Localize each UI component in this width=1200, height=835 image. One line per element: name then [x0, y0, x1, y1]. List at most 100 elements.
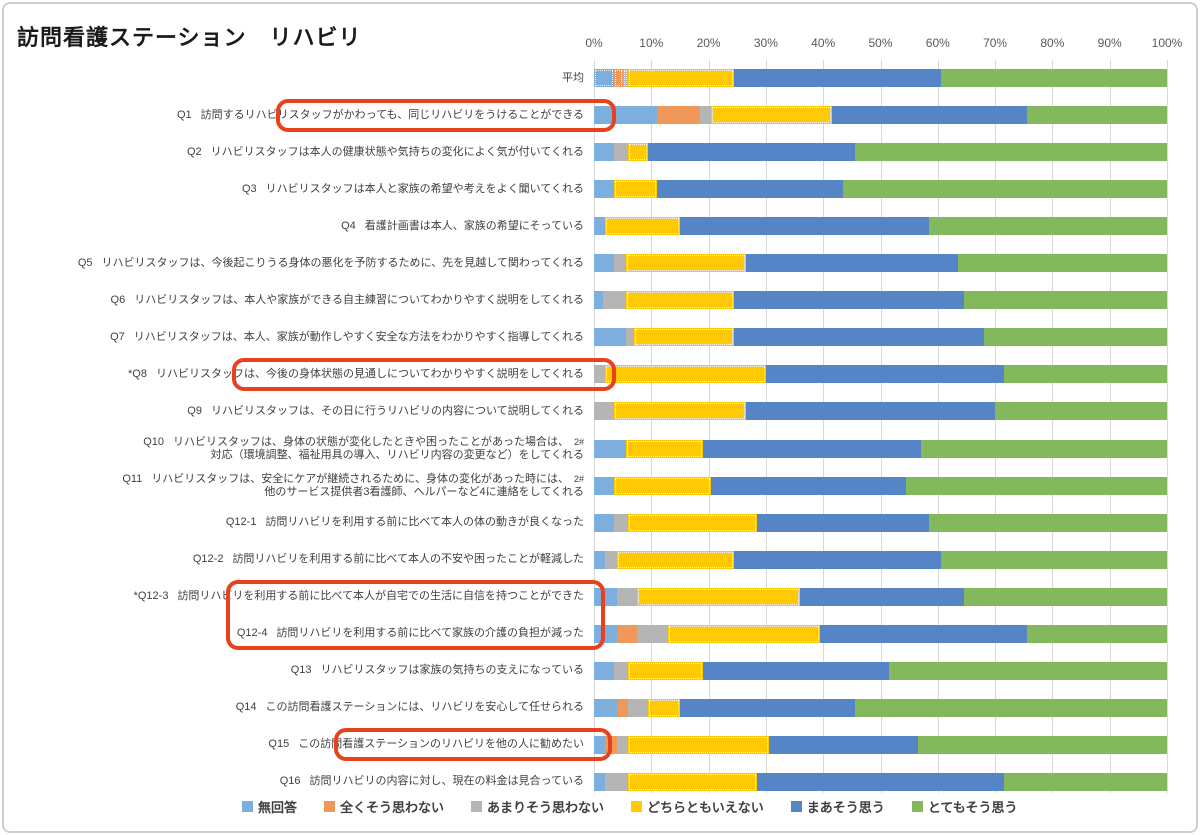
row-label: Q11 リハビリスタッフは、安全にケアが継続されるために、身体の変化があった時には…	[122, 472, 584, 498]
bar-segment	[657, 180, 844, 199]
bar-segment	[605, 365, 766, 384]
bar-segment	[594, 143, 615, 162]
chart-title: 訪問看護ステーション リハビリ	[17, 25, 362, 50]
bar-segment	[702, 439, 921, 458]
bar-segment	[734, 328, 984, 347]
bar-segment	[957, 254, 1167, 273]
x-axis-tick: 50%	[868, 36, 893, 50]
x-axis-tick: 20%	[696, 36, 721, 50]
bar-segment	[625, 328, 635, 347]
highlight-box	[232, 357, 616, 391]
bar-segment	[594, 772, 606, 791]
question-id: *Q12-3	[133, 590, 169, 603]
x-axis-tick: 90%	[1097, 36, 1122, 50]
bar-segment	[625, 254, 746, 273]
question-id: Q13	[290, 664, 312, 677]
gridline	[651, 60, 653, 793]
bar-segment	[616, 698, 629, 717]
row-label: Q4 看護計画書は本人、家族の希望にそっている	[341, 219, 584, 232]
gridline	[823, 60, 825, 793]
bar-segment	[625, 439, 703, 458]
legend-item: あまりそう思わない	[471, 797, 604, 816]
bar-segment	[634, 328, 735, 347]
gridline	[995, 60, 997, 793]
bar-row-Q7	[594, 328, 1167, 347]
bar-segment	[614, 254, 626, 273]
bar-row-Q3	[594, 180, 1167, 199]
gridline	[1052, 60, 1054, 793]
bar-segment	[628, 513, 758, 532]
bar-segment	[929, 217, 1167, 236]
bar-segment	[757, 513, 930, 532]
bar-row-Q4	[594, 217, 1167, 236]
bar-segment	[648, 698, 680, 717]
bar-row-Q10	[594, 439, 1167, 458]
bar-segment	[594, 402, 615, 421]
question-id: Q1	[176, 108, 192, 121]
row-label: Q2 リハビリスタッフは本人の健康状態や気持ちの変化によく気が付いてくれる	[186, 145, 584, 158]
bar-segment	[616, 735, 629, 754]
question-id: Q5	[77, 256, 93, 269]
bar-segment	[622, 69, 629, 87]
bar-segment	[636, 624, 669, 643]
legend-item: とてもそう思う	[911, 797, 1018, 816]
bar-segment	[594, 254, 615, 273]
row-label: Q12-4 訪問リハビリを利用する前に比べて家族の介護の負担が減った	[236, 627, 584, 640]
row-label: Q12-1 訪問リハビリを利用する前に比べて本人の体の動きが良くなった	[225, 516, 584, 529]
bar-row-Q9	[594, 402, 1167, 421]
question-id: Q12-2	[192, 553, 224, 566]
x-axis-tick: 10%	[639, 36, 664, 50]
bar-segment	[1026, 624, 1167, 643]
legend-item: 無回答	[242, 797, 297, 816]
bar-segment	[995, 402, 1167, 421]
bar-segment	[628, 143, 649, 162]
bar-row-Q5	[594, 254, 1167, 273]
legend-label: 全くそう思わない	[340, 800, 445, 815]
gridline	[1109, 60, 1111, 793]
bar-segment	[614, 476, 712, 495]
row-label: *Q12-3 訪問リハビリを利用する前に比べて本人が自宅での生活に自信を持つことが…	[133, 590, 584, 603]
legend-swatch	[911, 801, 923, 812]
bar-row-Q2	[594, 143, 1167, 162]
bar-segment	[702, 661, 890, 680]
bar-segment	[614, 143, 629, 162]
legend: 無回答 全くそう思わない あまりそう思わない どちらともいえない まあそう思う とてもそう…	[242, 797, 1018, 816]
row-label: Q3 リハビリスタッフは本人と家族の希望や考えをよく聞いてくれる	[241, 182, 584, 195]
bar-segment	[614, 180, 658, 199]
bar-segment	[854, 143, 1167, 162]
bar-segment	[940, 69, 1167, 87]
question-id: Q2	[186, 145, 202, 158]
x-axis-tick: 40%	[811, 36, 836, 50]
question-id: Q15	[268, 738, 290, 751]
bar-segment	[614, 69, 623, 87]
legend-swatch	[631, 801, 643, 812]
bar-segment	[757, 772, 1004, 791]
bar-segment	[1003, 772, 1167, 791]
bar-row-Q8	[594, 365, 1167, 384]
bar-segment	[616, 624, 637, 643]
bar-segment	[1003, 365, 1167, 384]
bar-segment	[745, 402, 996, 421]
legend-item: どちらともいえない	[631, 797, 764, 816]
bar-segment	[963, 291, 1167, 310]
bar-segment	[679, 217, 930, 236]
bar-segment	[831, 106, 1027, 125]
bar-segment	[594, 661, 615, 680]
bar-segment	[711, 476, 907, 495]
question-id: Q3	[241, 182, 257, 195]
bar-segment	[594, 476, 615, 495]
bar-row-Q14	[594, 698, 1167, 717]
bar-segment	[594, 587, 617, 606]
footnote-marker: 2#	[573, 473, 584, 484]
legend-label: 無回答	[258, 800, 298, 815]
bar-segment	[594, 513, 615, 532]
row-label: Q7 リハビリスタッフは、本人、家族が動作しやすく安全な方法をわかりやすく指導して…	[110, 330, 584, 343]
gridline	[880, 60, 882, 793]
legend-item: まあそう思う	[790, 797, 885, 816]
bar-segment	[734, 550, 941, 569]
bar-segment	[628, 698, 649, 717]
gridline	[594, 60, 595, 793]
bar-segment	[594, 69, 615, 87]
bar-segment	[648, 143, 855, 162]
bar-row-Q6	[594, 291, 1167, 310]
